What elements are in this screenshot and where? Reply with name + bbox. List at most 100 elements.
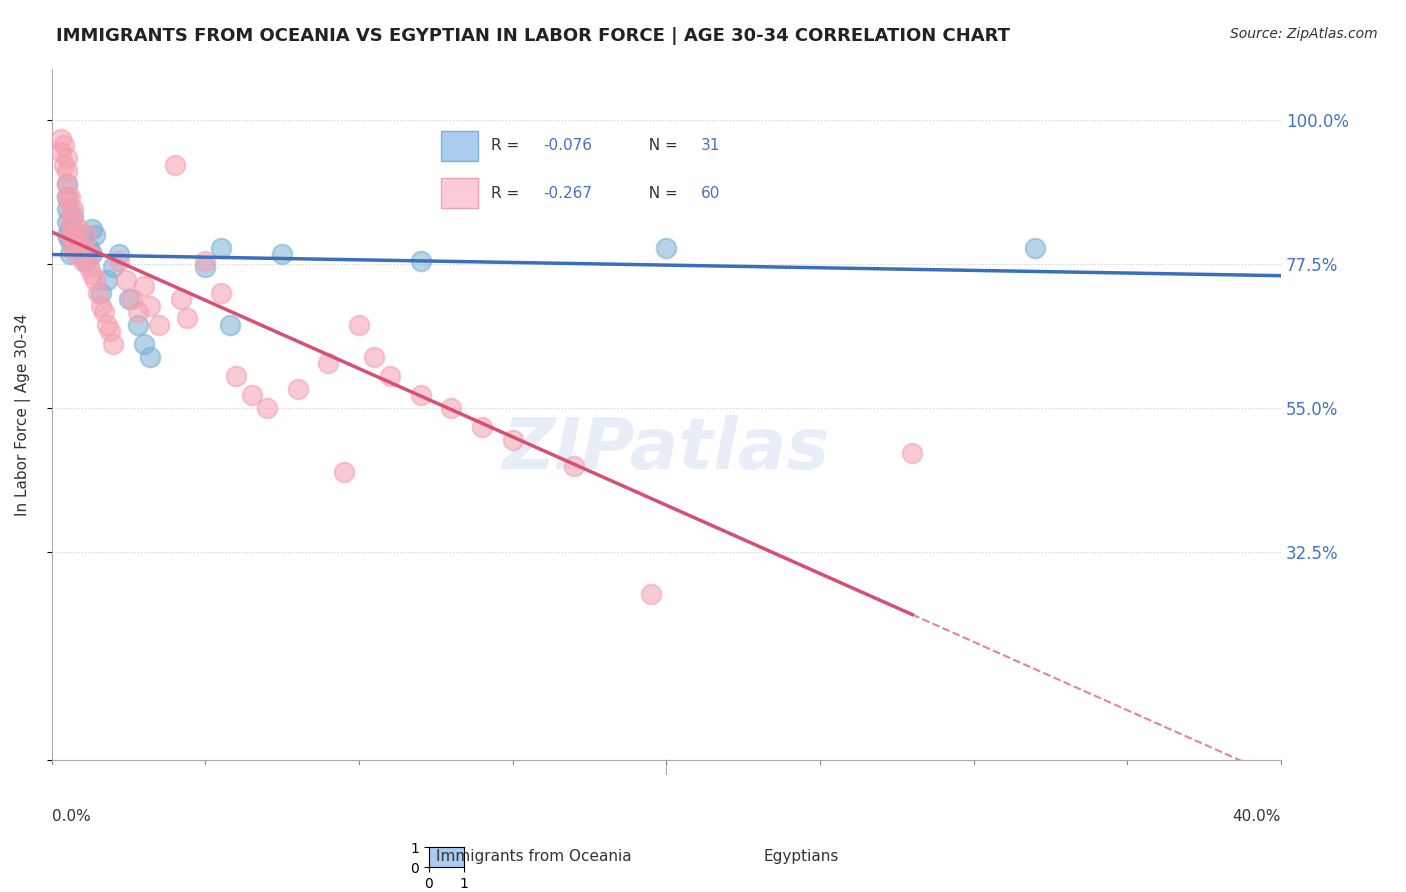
Point [256, 401, 278, 415]
Y-axis label: In Labor Force | Age 30-34: In Labor Force | Age 30-34 [15, 313, 31, 516]
Point [53, 138, 76, 153]
Point [103, 260, 125, 274]
Point [98, 324, 121, 338]
Point [194, 260, 217, 274]
Point [65, 247, 87, 261]
Point [72, 228, 94, 243]
Text: 40.0%: 40.0% [1233, 809, 1281, 824]
Point [80, 267, 103, 281]
Point [219, 318, 242, 332]
Text: N =: N = [640, 186, 683, 201]
Point [83, 228, 105, 243]
Point [62, 228, 84, 243]
Point [271, 247, 294, 261]
Text: Source: ZipAtlas.com: Source: ZipAtlas.com [1230, 27, 1378, 41]
Point [471, 420, 494, 434]
Point [347, 318, 370, 332]
Point [318, 356, 340, 370]
Point [103, 337, 125, 351]
Point [75, 228, 97, 243]
Point [96, 318, 118, 332]
Point [77, 241, 100, 255]
Point [108, 247, 131, 261]
Point [69, 221, 91, 235]
Point [139, 299, 162, 313]
Point [121, 292, 143, 306]
Point [80, 221, 103, 235]
Point [108, 253, 131, 268]
Point [640, 587, 662, 601]
Point [80, 247, 103, 261]
Point [65, 235, 87, 249]
Point [139, 350, 162, 364]
Point [59, 221, 82, 235]
Point [90, 285, 112, 300]
Text: ZIPatlas: ZIPatlas [503, 415, 830, 483]
Text: -0.267: -0.267 [543, 186, 592, 201]
Point [118, 292, 141, 306]
Point [93, 305, 115, 319]
Point [59, 247, 82, 261]
Point [176, 311, 198, 326]
Point [127, 318, 149, 332]
Point [56, 189, 79, 203]
Point [87, 285, 110, 300]
Point [114, 273, 136, 287]
Point [56, 177, 79, 191]
Point [59, 235, 82, 249]
Point [83, 273, 105, 287]
Point [1024, 241, 1046, 255]
Point [72, 253, 94, 268]
Point [56, 151, 79, 165]
Point [363, 350, 385, 364]
Point [194, 253, 217, 268]
Point [240, 388, 263, 402]
Point [409, 388, 432, 402]
Text: Egyptians: Egyptians [763, 849, 839, 863]
Point [49, 132, 72, 146]
Point [502, 433, 524, 447]
Text: Immigrants from Oceania: Immigrants from Oceania [436, 849, 633, 863]
Point [56, 164, 79, 178]
FancyBboxPatch shape [441, 131, 478, 161]
Point [56, 202, 79, 217]
Point [440, 401, 463, 415]
Point [163, 158, 186, 172]
Point [59, 228, 82, 243]
Text: IMMIGRANTS FROM OCEANIA VS EGYPTIAN IN LABOR FORCE | AGE 30-34 CORRELATION CHART: IMMIGRANTS FROM OCEANIA VS EGYPTIAN IN L… [56, 27, 1011, 45]
Point [75, 253, 97, 268]
Point [56, 215, 79, 229]
Point [53, 158, 76, 172]
Point [77, 260, 100, 274]
Point [132, 337, 155, 351]
Point [96, 273, 118, 287]
Point [409, 253, 432, 268]
Point [287, 382, 309, 396]
Point [72, 241, 94, 255]
Point [59, 189, 82, 203]
Point [901, 446, 924, 460]
Point [225, 369, 247, 384]
FancyBboxPatch shape [441, 178, 478, 208]
Point [209, 241, 232, 255]
Point [56, 228, 79, 243]
Point [378, 369, 401, 384]
Point [127, 305, 149, 319]
Point [59, 215, 82, 229]
Point [332, 465, 354, 479]
Point [562, 458, 585, 473]
Point [56, 189, 79, 203]
Text: 31: 31 [702, 138, 720, 153]
Text: R =: R = [491, 186, 524, 201]
Text: -0.076: -0.076 [543, 138, 592, 153]
Point [148, 318, 170, 332]
Point [49, 145, 72, 159]
Point [62, 202, 84, 217]
Point [90, 299, 112, 313]
Point [132, 279, 155, 293]
Point [59, 202, 82, 217]
Point [62, 228, 84, 243]
Text: 0.0%: 0.0% [52, 809, 90, 824]
Text: N =: N = [640, 138, 683, 153]
Point [62, 241, 84, 255]
